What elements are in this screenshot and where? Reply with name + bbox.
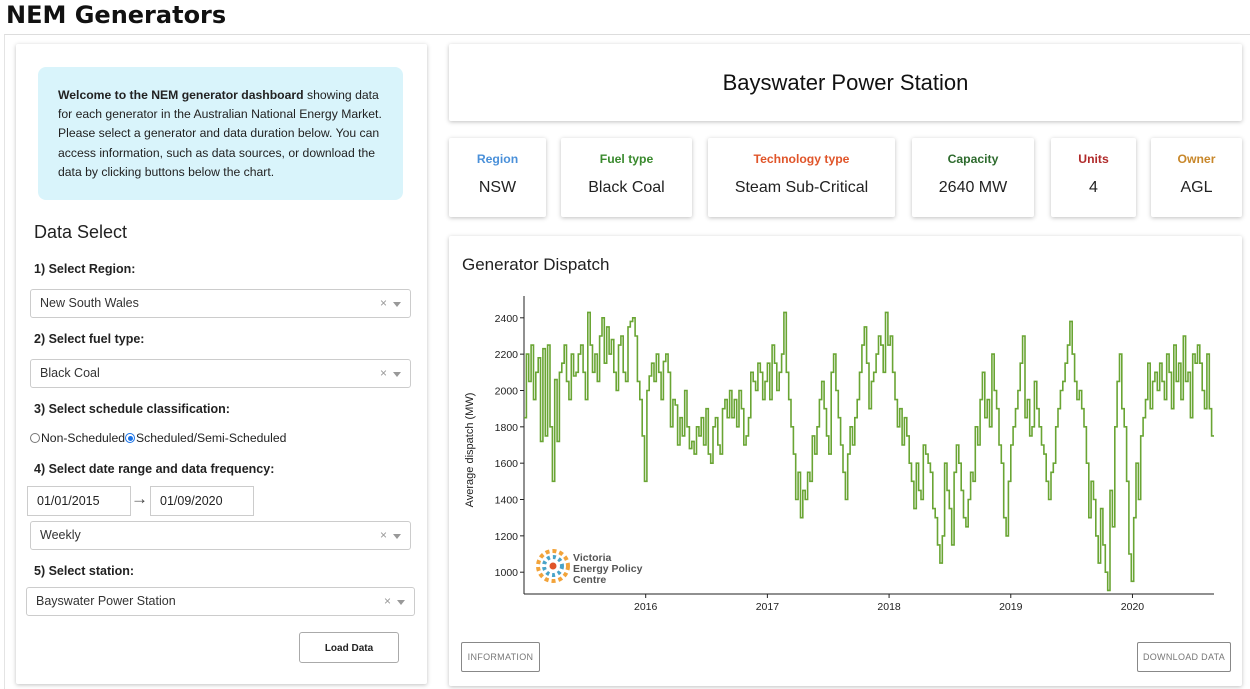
chevron-down-icon[interactable] (397, 600, 405, 605)
end-date-input[interactable]: 01/09/2020 (150, 486, 254, 516)
clear-fuel-icon[interactable]: × (379, 366, 387, 380)
clear-frequency-icon[interactable]: × (379, 528, 387, 542)
welcome-heading: Welcome to the NEM generator dashboard (58, 88, 304, 102)
fuel-select-value: Black Coal (40, 366, 100, 380)
schedule-label: 3) Select schedule classification: (34, 402, 230, 416)
info-card-technology-type: Technology type Steam Sub-Critical (708, 138, 895, 217)
chart-card (449, 236, 1242, 686)
info-card-title: Units (1078, 152, 1109, 166)
info-card-value: NSW (478, 179, 517, 196)
dispatch-chart: Victoria Energy Policy Centre Average di… (464, 296, 1214, 613)
data-select-title: Data Select (34, 222, 128, 242)
station-label: 5) Select station: (34, 564, 135, 578)
station-select-value: Bayswater Power Station (36, 594, 176, 608)
y-tick-label: 2200 (495, 349, 519, 361)
x-tick-label: 2018 (877, 601, 901, 613)
load-data-button[interactable]: Load Data (299, 632, 399, 663)
x-tick-label: 2017 (756, 601, 780, 613)
info-card-value: Steam Sub-Critical (734, 179, 869, 196)
chart-title: Generator Dispatch (462, 255, 610, 274)
info-card-title: Technology type (753, 152, 850, 166)
info-card-capacity: Capacity 2640 MW (912, 138, 1034, 217)
region-select[interactable]: New South Wales × (30, 289, 411, 318)
y-tick-label: 1200 (495, 531, 519, 543)
chevron-down-icon[interactable] (393, 302, 401, 307)
info-card-owner: Owner AGL (1151, 138, 1242, 217)
info-card-value: 4 (1089, 179, 1098, 196)
station-select[interactable]: Bayswater Power Station × (26, 587, 415, 616)
date-range-label: 4) Select date range and data frequency: (34, 462, 275, 476)
vepc-logo: Victoria Energy Policy Centre (536, 549, 643, 586)
chevron-down-icon[interactable] (393, 534, 401, 539)
start-date-input[interactable]: 01/01/2015 (27, 486, 131, 516)
frequency-select[interactable]: Weekly × (30, 521, 411, 550)
logo-line-2: Energy Policy (573, 563, 643, 575)
x-tick-label: 2019 (999, 601, 1023, 613)
station-title: Bayswater Power Station (722, 70, 969, 95)
clear-station-icon[interactable]: × (383, 594, 391, 608)
info-card-region: Region NSW (449, 138, 546, 217)
info-card-title: Region (476, 152, 519, 166)
y-tick-label: 1600 (495, 458, 519, 470)
x-tick-label: 2016 (634, 601, 658, 613)
info-card-title: Capacity (947, 152, 999, 166)
fuel-label: 2) Select fuel type: (34, 332, 145, 346)
radio-scheduled[interactable] (125, 433, 136, 443)
chevron-down-icon[interactable] (393, 372, 401, 377)
arrow-right-icon: → (131, 489, 148, 508)
app-title: NEM Generators (6, 1, 227, 29)
info-card-title: Fuel type (599, 152, 654, 166)
dispatch-series-line (524, 311, 1214, 592)
radio-scheduled-label[interactable]: Scheduled/Semi-Scheduled (136, 431, 287, 445)
region-select-value: New South Wales (40, 296, 139, 310)
station-title-card: Bayswater Power Station (449, 44, 1242, 121)
dashboard-container (4, 34, 1250, 689)
clear-region-icon[interactable]: × (379, 296, 387, 310)
radio-non-scheduled-label[interactable]: Non-Scheduled (41, 431, 126, 445)
x-tick-label: 2020 (1121, 601, 1145, 613)
y-axis-label: Average dispatch (MW) (464, 393, 476, 508)
info-card-title: Owner (1177, 152, 1216, 166)
frequency-select-value: Weekly (40, 528, 81, 542)
y-tick-label: 1000 (495, 567, 519, 579)
radio-non-scheduled[interactable] (30, 433, 40, 443)
info-card-fuel-type: Fuel type Black Coal (561, 138, 692, 217)
info-card-value: 2640 MW (938, 179, 1008, 196)
info-card-units: Units 4 (1051, 138, 1136, 217)
y-tick-label: 2000 (495, 385, 519, 397)
y-tick-label: 2400 (495, 313, 519, 325)
region-label: 1) Select Region: (34, 262, 136, 276)
download-data-button[interactable]: DOWNLOAD DATA (1137, 642, 1231, 672)
y-tick-label: 1800 (495, 422, 519, 434)
logo-line-1: Victoria (573, 552, 611, 564)
information-button[interactable]: INFORMATION (461, 642, 540, 672)
fuel-select[interactable]: Black Coal × (30, 359, 411, 388)
info-card-value: Black Coal (588, 179, 665, 196)
welcome-text: showing data for each generator in the A… (58, 88, 382, 179)
info-card-value: AGL (1180, 179, 1213, 196)
logo-line-3: Centre (573, 574, 606, 586)
welcome-box: Welcome to the NEM generator dashboard s… (38, 67, 403, 200)
y-tick-label: 1400 (495, 495, 519, 507)
schedule-radio-group: Non-Scheduled Scheduled/Semi-Scheduled (30, 431, 286, 445)
